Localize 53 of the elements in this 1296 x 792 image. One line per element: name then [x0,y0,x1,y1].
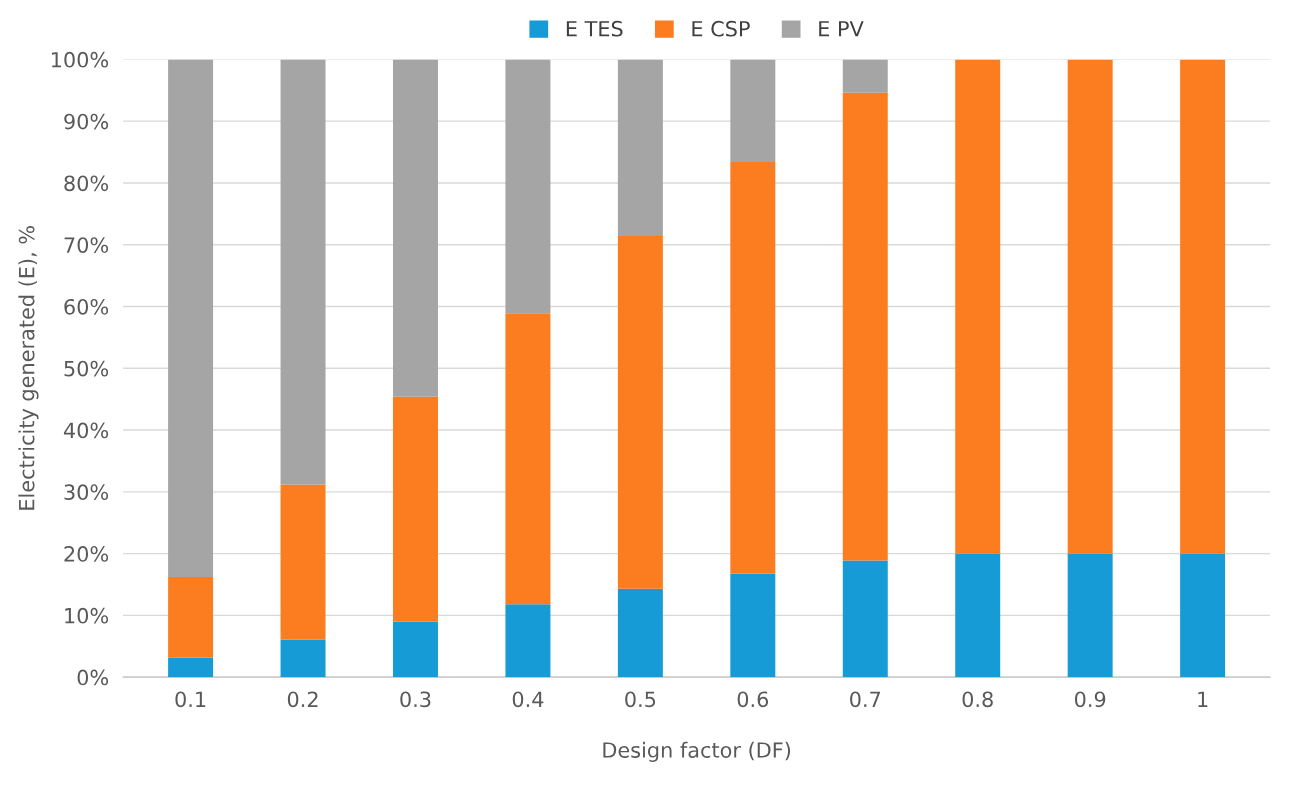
y-tick-label: 40% [63,422,109,439]
bar [168,59,214,578]
bar [730,573,776,678]
x-tick-label: 0.9 [1074,691,1106,708]
x-tick-label: 0.1 [175,691,206,708]
x-tick-label: 0.4 [512,691,544,708]
bar [392,59,438,397]
bar [1180,59,1226,554]
bar [280,59,326,485]
bar [505,604,551,678]
y-tick-label: 0% [77,669,109,686]
x-tick-label: 0.3 [400,691,431,708]
y-tick-label: 50% [64,360,109,377]
x-tick-label: 0.6 [737,691,769,708]
bar [955,59,1001,554]
y-tick-label: 90% [64,113,109,130]
bar [392,396,438,622]
x-tick-label: 0.5 [625,691,656,708]
x-axis-title: Design factor (DF) [603,741,791,762]
bar [505,313,551,605]
bar [617,588,663,678]
bar [617,236,663,589]
y-tick-label: 10% [65,607,109,624]
bar [730,59,776,162]
x-tick-label: 0.2 [287,691,318,708]
y-tick-label: 80% [64,175,109,192]
bar [955,553,1001,678]
bar [842,560,888,678]
bar [168,657,214,678]
bar [1180,553,1226,678]
y-tick-label: 60% [64,298,109,315]
legend-label: E CSP [692,20,750,37]
x-tick-label: 0.7 [850,691,881,708]
bar [280,484,326,640]
bar [1067,553,1113,678]
bar [617,59,663,237]
bar [392,621,438,678]
y-axis-title: Electricity generated (E), % [18,226,39,510]
bar [1067,59,1113,554]
legend-label: E PV [819,21,864,37]
x-tick-label: 0.8 [962,691,993,708]
bar [505,59,551,314]
bar [730,161,776,574]
x-tick-label: 1 [1198,691,1208,707]
bar [280,639,326,678]
y-tick-label: 70% [64,237,109,253]
y-tick-label: 100% [51,51,109,68]
legend-label: E TES [566,20,623,37]
bar [168,577,214,658]
bar [842,59,888,93]
y-tick-label: 30% [64,484,109,501]
y-tick-label: 20% [64,546,109,562]
bar [842,92,888,561]
